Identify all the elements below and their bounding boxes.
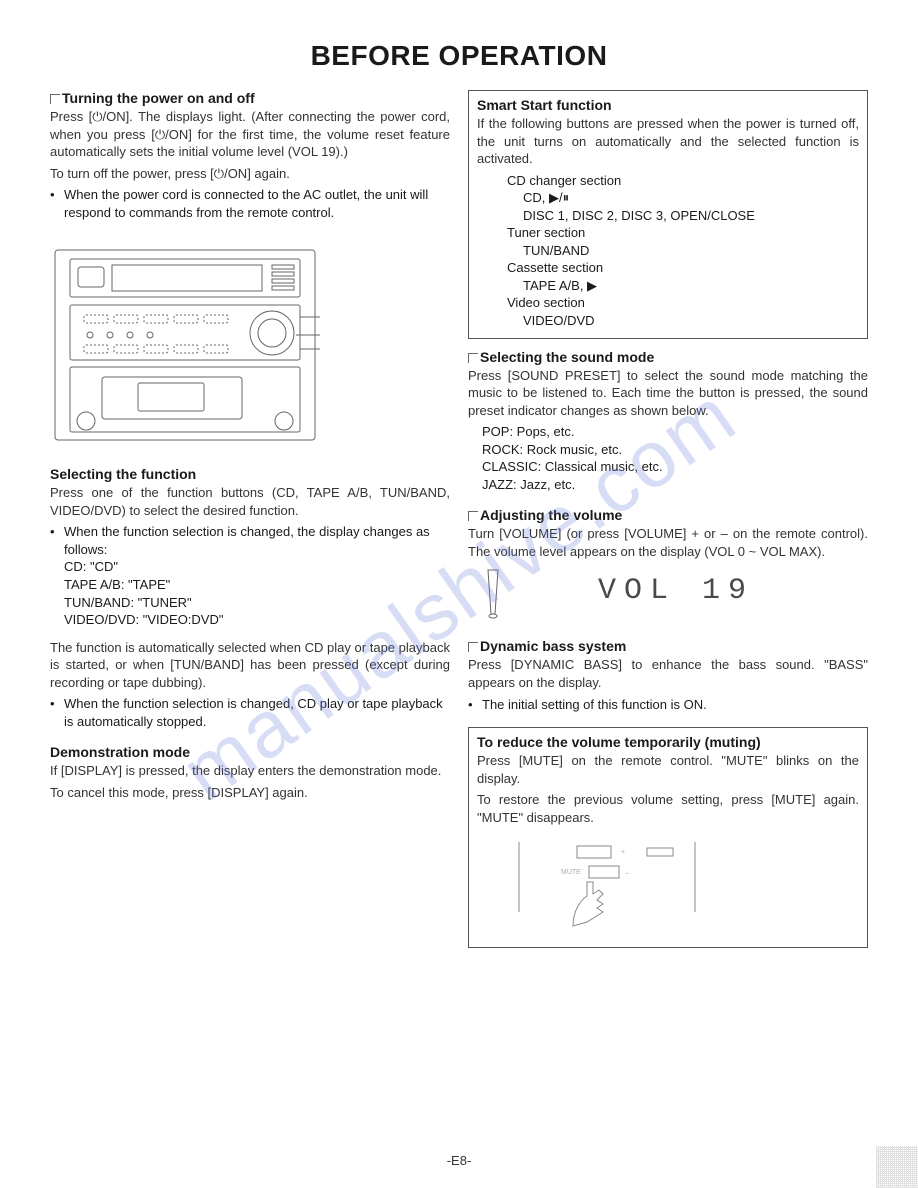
box-mute: To reduce the volume temporarily (muting… [468, 727, 868, 948]
demo-p2: To cancel this mode, press [DISPLAY] aga… [50, 784, 450, 802]
section-dynamic-bass: Dynamic bass system Press [DYNAMIC BASS]… [468, 638, 868, 713]
section-volume: Adjusting the volume Turn [VOLUME] (or p… [468, 507, 868, 624]
corner-pattern [876, 1146, 918, 1188]
two-column-layout: Turning the power on and off Press [⏻/ON… [50, 90, 868, 958]
mute-title: To reduce the volume temporarily (muting… [477, 734, 859, 750]
func-p2: The function is automatically selected w… [50, 639, 450, 692]
vol-p1: Turn [VOLUME] (or press [VOLUME] + or – … [468, 525, 868, 560]
power-p2: To turn off the power, press [⏻/ON] agai… [50, 165, 450, 183]
func-title: Selecting the function [50, 466, 450, 482]
section-selecting-function: Selecting the function Press one of the … [50, 466, 450, 730]
smart-s1: CD changer section [491, 172, 859, 190]
sound-l3: CLASSIC: Classical music, etc. [482, 458, 868, 476]
smart-s1b: DISC 1, DISC 2, DISC 3, OPEN/CLOSE [491, 207, 859, 225]
svg-text:−: − [625, 871, 629, 878]
func-l2: TAPE A/B: "TAPE" [64, 576, 450, 594]
power-bullet-1: When the power cord is connected to the … [64, 186, 450, 221]
page-container: BEFORE OPERATION Turning the power on an… [0, 0, 918, 998]
smart-s4: Video section [491, 294, 859, 312]
svg-text:MUTE: MUTE [561, 869, 581, 876]
sound-p1: Press [SOUND PRESET] to select the sound… [468, 367, 868, 420]
box-smart-start: Smart Start function If the following bu… [468, 90, 868, 339]
bass-b1: The initial setting of this function is … [482, 696, 868, 714]
func-p1: Press one of the function buttons (CD, T… [50, 484, 450, 519]
smart-s3: Cassette section [491, 259, 859, 277]
left-column: Turning the power on and off Press [⏻/ON… [50, 90, 450, 958]
power-title: Turning the power on and off [62, 90, 255, 106]
func-l3: TUN/BAND: "TUNER" [64, 594, 450, 612]
svg-text:+: + [621, 849, 625, 856]
section-sound-mode: Selecting the sound mode Press [SOUND PR… [468, 349, 868, 494]
sound-l2: ROCK: Rock music, etc. [482, 441, 868, 459]
remote-mute-diagram: + MUTE − [477, 834, 737, 934]
smart-p1: If the following buttons are pressed whe… [477, 115, 859, 168]
vol-title: Adjusting the volume [480, 507, 622, 523]
smart-title: Smart Start function [477, 97, 859, 113]
bass-p1: Press [DYNAMIC BASS] to enhance the bass… [468, 656, 868, 691]
sound-l4: JAZZ: Jazz, etc. [482, 476, 868, 494]
page-title: BEFORE OPERATION [50, 40, 868, 72]
page-number: -E8- [0, 1153, 918, 1168]
func-bullet-2: When the function selection is changed, … [64, 695, 450, 730]
func-l4: VIDEO/DVD: "VIDEO:DVD" [64, 611, 450, 629]
stereo-unit-diagram [50, 245, 320, 445]
mute-p2: To restore the previous volume setting, … [477, 791, 859, 826]
sound-l1: POP: Pops, etc. [482, 423, 868, 441]
smart-s2a: TUN/BAND [491, 242, 859, 260]
demo-title: Demonstration mode [50, 744, 450, 760]
func-bullet-1: When the function selection is changed, … [64, 523, 450, 558]
volume-display-value: VOL 19 [598, 574, 754, 608]
mute-p1: Press [MUTE] on the remote control. "MUT… [477, 752, 859, 787]
power-p1: Press [⏻/ON]. The displays light. (After… [50, 108, 450, 161]
section-demo-mode: Demonstration mode If [DISPLAY] is press… [50, 744, 450, 801]
right-column: Smart Start function If the following bu… [468, 90, 868, 958]
volume-knob-icon [468, 564, 518, 624]
section-power: Turning the power on and off Press [⏻/ON… [50, 90, 450, 221]
demo-p1: If [DISPLAY] is pressed, the display ent… [50, 762, 450, 780]
smart-s4a: VIDEO/DVD [491, 312, 859, 330]
bass-title: Dynamic bass system [480, 638, 626, 654]
sound-title: Selecting the sound mode [480, 349, 654, 365]
smart-s1a: CD, ▶/⏸ [491, 189, 859, 207]
smart-s3a: TAPE A/B, ▶ [491, 277, 859, 295]
func-l1: CD: "CD" [64, 558, 450, 576]
smart-s2: Tuner section [491, 224, 859, 242]
